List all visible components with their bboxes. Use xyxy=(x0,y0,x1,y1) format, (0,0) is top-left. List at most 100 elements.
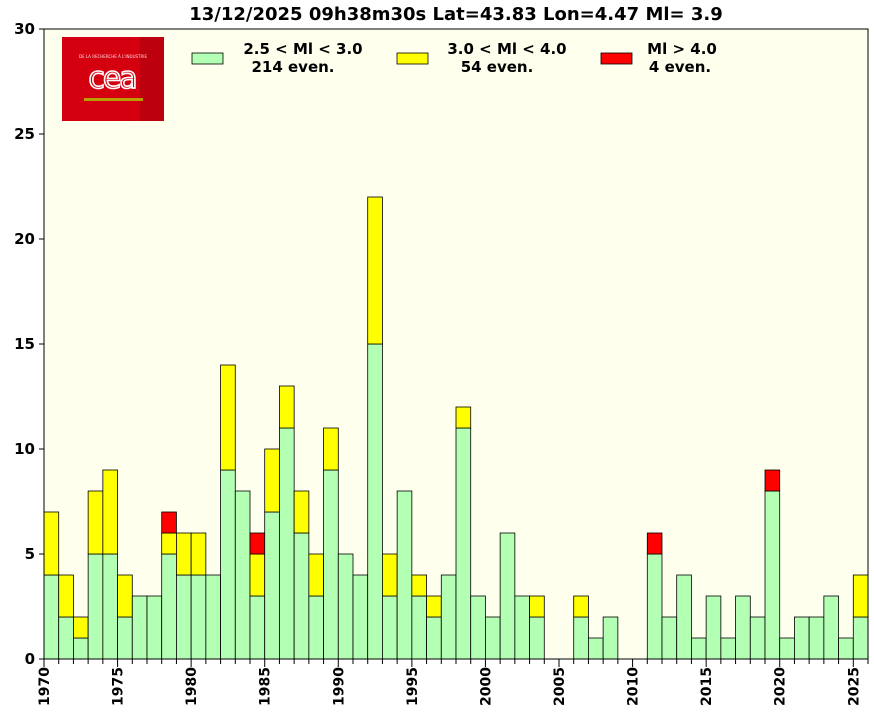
bar-1997-series-0 xyxy=(440,574,457,660)
x-axis: 1970 1975 1980 1985 1990 1995 2000 2005 2010 2015… xyxy=(37,659,869,706)
bar-1979-series-0 xyxy=(176,574,192,660)
y-tick-label-10: 10 xyxy=(14,440,35,458)
bar-1991-series-0 xyxy=(352,574,369,660)
bar-1998-series-1 xyxy=(455,406,472,429)
bar-1977-series-0 xyxy=(146,595,163,660)
bar-1987-series-0 xyxy=(293,532,310,660)
legend-count-mid: 54 even. xyxy=(461,58,534,76)
bar-1973-series-1 xyxy=(87,490,104,555)
bar-2022-series-0 xyxy=(808,616,825,660)
bar-1980-series-1 xyxy=(190,532,207,576)
cea-logo: DE LA RECHERCHE À L'INDUSTRIE cea xyxy=(62,37,164,121)
bar-2020-series-0 xyxy=(779,637,795,660)
bar-1995-series-1 xyxy=(411,574,427,597)
bar-2001-series-0 xyxy=(499,532,516,660)
bar-1981-series-0 xyxy=(205,574,221,660)
x-tick-label-2010: 2010 xyxy=(626,667,642,706)
bar-2000-series-0 xyxy=(485,616,501,660)
bar-1990-series-0 xyxy=(337,553,354,660)
bar-1999-series-0 xyxy=(470,595,486,660)
bar-2014-series-0 xyxy=(691,637,707,660)
bar-1986-series-1 xyxy=(279,385,295,429)
bar-1974-series-0 xyxy=(102,553,118,660)
x-tick-label-2020: 2020 xyxy=(773,667,789,706)
bar-1993-series-1 xyxy=(382,553,398,597)
bar-1971-series-1 xyxy=(58,574,74,618)
bar-2011-series-0 xyxy=(646,553,663,660)
x-tick-label-2000: 2000 xyxy=(478,667,494,706)
bar-1978-series-0 xyxy=(161,553,177,660)
bar-1982-series-1 xyxy=(220,364,236,471)
legend-swatch-mid xyxy=(396,52,429,65)
bar-2003-series-0 xyxy=(529,616,545,660)
bar-2019-series-2 xyxy=(764,469,781,492)
bar-1988-series-0 xyxy=(308,595,324,660)
bar-1971-series-0 xyxy=(58,616,74,660)
bar-2023-series-0 xyxy=(823,595,839,660)
bar-2006-series-1 xyxy=(573,595,589,618)
bar-1970-series-1 xyxy=(43,511,60,576)
bar-1994-series-0 xyxy=(396,490,413,660)
bar-1975-series-1 xyxy=(117,574,133,618)
bar-2018-series-0 xyxy=(749,616,766,660)
bar-2015-series-0 xyxy=(705,595,722,660)
bar-2003-series-1 xyxy=(529,595,545,618)
bar-1992-series-0 xyxy=(367,343,383,660)
bar-2017-series-0 xyxy=(735,595,751,660)
legend-label-mid: 3.0 < Ml < 4.0 xyxy=(447,40,566,58)
legend-count-high: 4 even. xyxy=(649,58,711,76)
y-tick-label-20: 20 xyxy=(14,230,35,248)
x-tick-label-1995: 1995 xyxy=(405,667,421,706)
x-tick-label-2005: 2005 xyxy=(552,667,568,706)
bar-1996-series-1 xyxy=(426,595,442,618)
x-tick-label-1990: 1990 xyxy=(331,667,347,706)
logo-background xyxy=(62,37,164,121)
bar-1970-series-0 xyxy=(43,574,60,660)
logo-accent-bar xyxy=(84,98,143,101)
bar-1988-series-1 xyxy=(308,553,324,597)
bar-1980-series-0 xyxy=(190,574,207,660)
bar-2007-series-0 xyxy=(588,637,604,660)
legend: 2.5 < Ml < 3.0 214 even. 3.0 < Ml < 4.0 … xyxy=(191,40,717,76)
bar-1972-series-0 xyxy=(73,637,89,660)
bar-1972-series-1 xyxy=(73,616,89,639)
x-tick-label-2015: 2015 xyxy=(699,667,715,706)
logo-shade xyxy=(140,37,164,121)
legend-count-low: 214 even. xyxy=(251,58,334,76)
y-tick-label-0: 0 xyxy=(25,650,35,668)
x-tick-label-1970: 1970 xyxy=(37,667,53,706)
bar-2021-series-0 xyxy=(794,616,810,660)
y-tick-label-30: 30 xyxy=(14,20,35,38)
bar-2016-series-0 xyxy=(720,637,736,660)
bar-1998-series-0 xyxy=(455,427,472,660)
bar-2013-series-0 xyxy=(676,574,692,660)
bar-1992-series-1 xyxy=(367,196,383,345)
bar-1984-series-2 xyxy=(249,532,266,555)
bar-1993-series-0 xyxy=(382,595,398,660)
bar-2025-series-1 xyxy=(852,574,869,618)
bar-1989-series-1 xyxy=(323,427,339,471)
bar-2012-series-0 xyxy=(661,616,678,660)
bar-1976-series-0 xyxy=(131,595,148,660)
bar-2006-series-0 xyxy=(573,616,589,660)
bar-1975-series-0 xyxy=(117,616,133,660)
bar-1974-series-1 xyxy=(102,469,118,555)
legend-swatch-high xyxy=(600,52,633,65)
y-tick-label-15: 15 xyxy=(14,335,35,353)
logo-wordmark: cea xyxy=(88,61,135,96)
y-tick-label-25: 25 xyxy=(14,125,35,143)
bar-1987-series-1 xyxy=(293,490,310,534)
bar-1996-series-0 xyxy=(426,616,442,660)
logo-tagline: DE LA RECHERCHE À L'INDUSTRIE xyxy=(79,54,147,59)
bar-1984-series-1 xyxy=(249,553,266,597)
x-tick-label-1985: 1985 xyxy=(258,667,274,706)
legend-label-high: Ml > 4.0 xyxy=(647,40,717,58)
x-tick-label-1975: 1975 xyxy=(111,667,127,706)
y-tick-label-5: 5 xyxy=(25,545,35,563)
bar-1989-series-0 xyxy=(323,469,339,660)
bar-1973-series-0 xyxy=(87,553,104,660)
bar-2025-series-0 xyxy=(852,616,869,660)
legend-label-low: 2.5 < Ml < 3.0 xyxy=(243,40,362,58)
bar-2024-series-0 xyxy=(838,637,854,660)
